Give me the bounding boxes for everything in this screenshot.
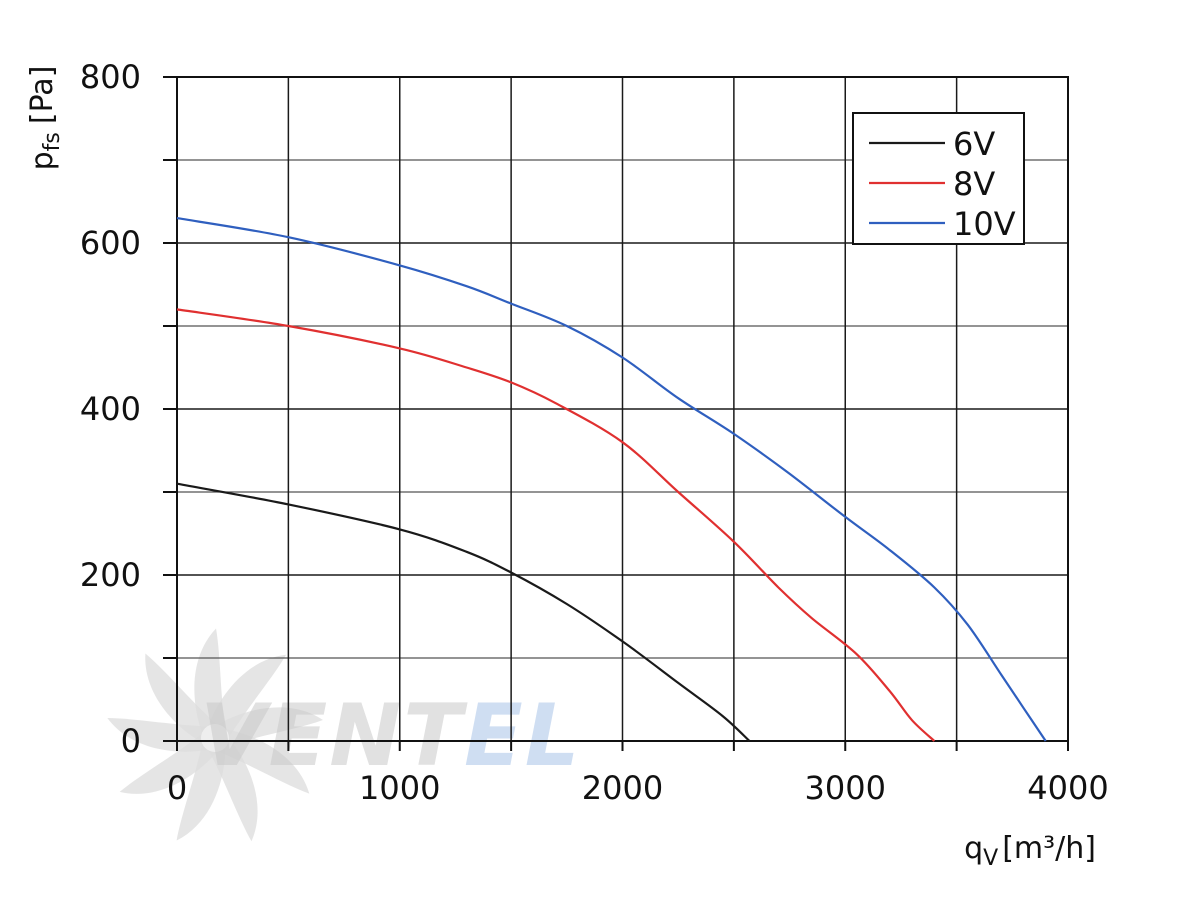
watermark-text-dark: VENT — [200, 686, 468, 786]
y-tick-label: 800 — [80, 58, 141, 96]
watermark-logo-text: VENTEL — [200, 686, 582, 786]
x-tick-label: 2000 — [582, 769, 663, 807]
y-axis-label: pfs [Pa] — [25, 66, 65, 171]
y-axis-title: pfs [Pa] — [25, 66, 65, 171]
y-axis-sub: fs — [40, 132, 65, 151]
x-tick-label: 0 — [167, 769, 187, 807]
x-tick-label: 1000 — [359, 769, 440, 807]
x-axis-sub: V — [983, 846, 998, 871]
x-tick-label: 4000 — [1027, 769, 1108, 807]
y-axis-unit: [Pa] — [25, 66, 60, 125]
x-tick-label: 3000 — [805, 769, 886, 807]
series-line-10v — [176, 217, 1047, 742]
fan-hub-icon — [201, 724, 229, 752]
tick-labels: 0 200 400 600 800 0 1000 2000 3000 4000 — [80, 58, 1109, 807]
series-line-6v — [176, 482, 751, 742]
y-tick-label: 0 — [121, 722, 141, 760]
watermark-text-light: EL — [464, 686, 582, 786]
legend-label-10v: 10V — [953, 205, 1016, 243]
x-axis-main: q — [964, 831, 983, 866]
watermark: VENTEL — [107, 628, 582, 842]
x-axis-unit: [m³/h] — [1002, 831, 1096, 866]
y-tick-label: 600 — [80, 224, 141, 262]
y-tick-label: 400 — [80, 390, 141, 428]
plot-frame — [163, 76, 1069, 751]
y-axis-main: p — [25, 151, 60, 170]
fan-blade-icon — [207, 654, 287, 748]
series-lines — [176, 217, 1047, 742]
x-axis-label: qV [m³/h] — [964, 831, 1096, 871]
legend-label-8v: 8V — [953, 165, 995, 203]
fan-logo-icon — [107, 628, 323, 842]
y-tick-label: 200 — [80, 556, 141, 594]
series-line-8v — [176, 308, 936, 742]
legend-label-6v: 6V — [953, 125, 995, 163]
fan-blade-icon — [176, 732, 226, 841]
